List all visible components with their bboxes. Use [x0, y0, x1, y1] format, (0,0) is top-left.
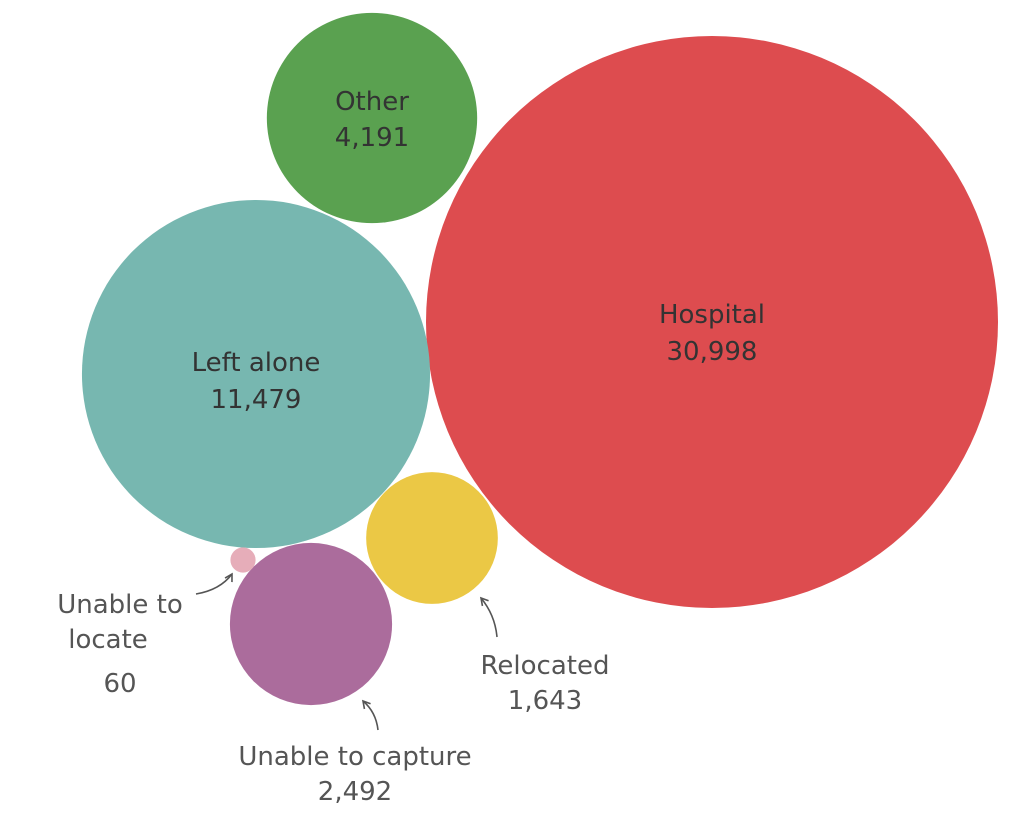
- bubble-value: 30,998: [667, 337, 758, 367]
- bubble-other: [266, 12, 478, 224]
- bubble-label: Left alone: [192, 348, 321, 378]
- bubble-relocated: [366, 472, 498, 604]
- bubble-group-hospital: Hospital 30,998: [426, 36, 998, 608]
- bubble-left-alone: [81, 199, 431, 549]
- bubble-unable-to-locate: [230, 547, 256, 573]
- bubble-value: 11,479: [211, 385, 302, 415]
- bubble-value: 1,643: [508, 686, 582, 716]
- bubble-group-unable-to-capture: Unable to capture 2,492: [229, 542, 472, 807]
- bubble-group-unable-to-locate: Unable to locate 60: [57, 547, 256, 699]
- bubble-group-left-alone: Left alone 11,479: [81, 199, 431, 549]
- bubble-value: 60: [103, 669, 136, 699]
- bubble-hospital: [426, 36, 998, 608]
- bubble-value: 2,492: [318, 777, 392, 807]
- annotation-arrow: [480, 597, 498, 638]
- bubble-group-relocated: Relocated 1,643: [366, 472, 609, 716]
- bubble-label: Hospital: [659, 300, 765, 330]
- arrowhead-icon: [479, 596, 489, 607]
- annotation-arrow: [195, 573, 233, 595]
- arrowhead-icon: [361, 699, 371, 710]
- bubble-label: Unable to capture: [238, 742, 471, 772]
- arrowhead-icon: [224, 572, 233, 583]
- bubble-label: locate: [68, 625, 148, 655]
- bubble-unable-to-capture: [229, 542, 393, 706]
- annotation-arrow: [362, 700, 379, 731]
- bubble-label: Relocated: [481, 651, 610, 681]
- bubble-label: Other: [335, 87, 409, 117]
- bubble-group-other: Other 4,191: [266, 12, 478, 224]
- bubble-value: 4,191: [335, 123, 409, 153]
- bubble-label: Unable to: [57, 590, 183, 620]
